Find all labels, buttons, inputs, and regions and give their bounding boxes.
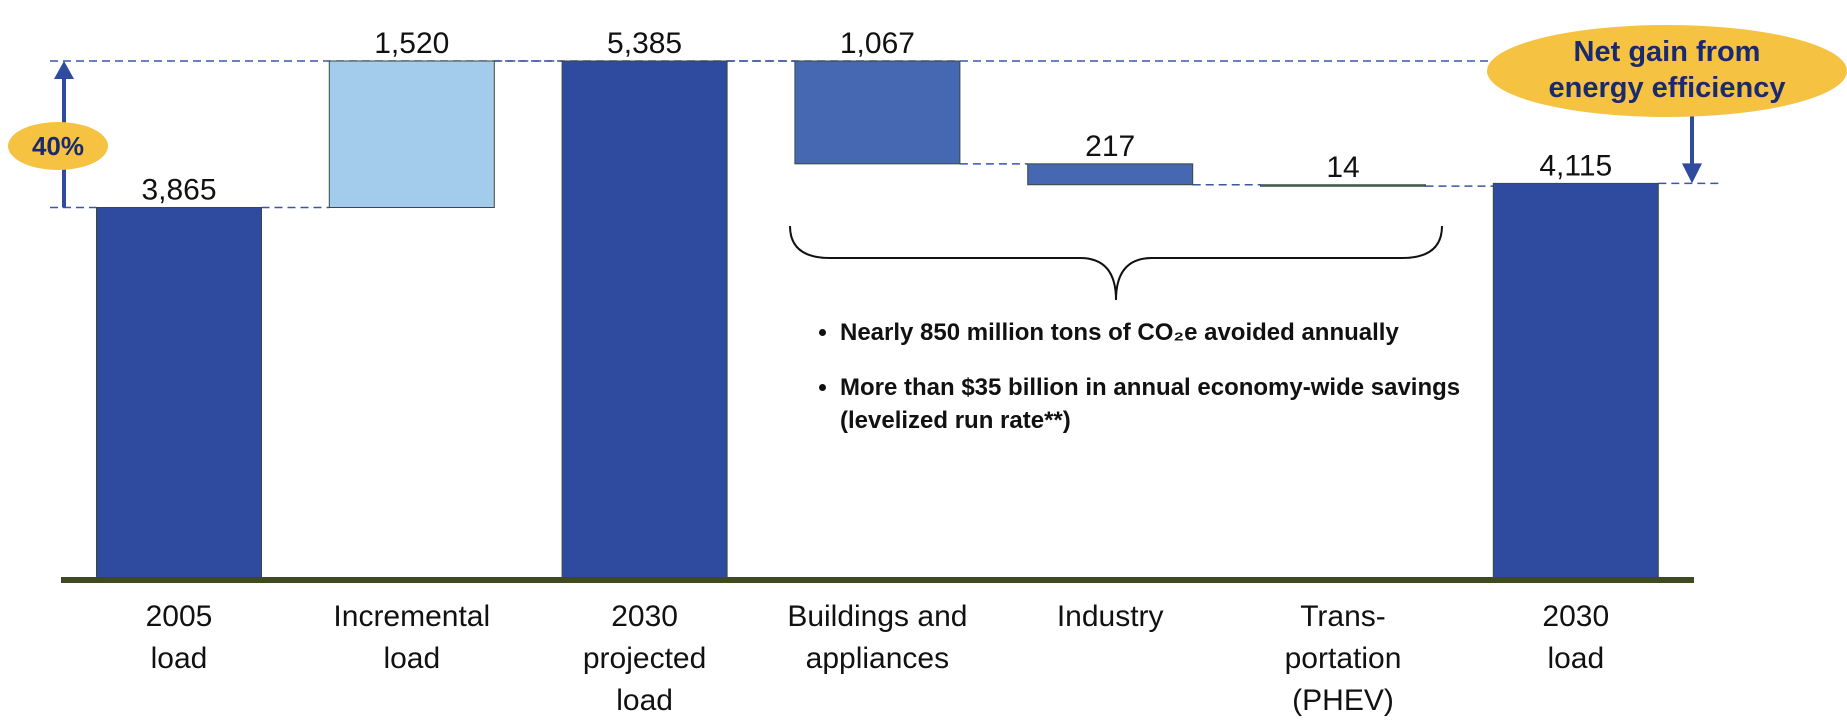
bar bbox=[328, 60, 495, 208]
x-tick-label: 2005 load bbox=[145, 600, 213, 675]
value-label: 217 bbox=[1085, 130, 1135, 163]
bullet: More than $35 billion in annual economy-… bbox=[840, 371, 1480, 437]
x-tick-label: 2030 load bbox=[1542, 600, 1610, 675]
value-label: 5,385 bbox=[607, 27, 682, 60]
x-tick-label: Incremental load bbox=[333, 600, 491, 675]
net-gain-label: Net gain from energy efficiency bbox=[1548, 36, 1786, 104]
value-label: 3,865 bbox=[141, 173, 216, 206]
x-tick-label: Industry bbox=[1056, 600, 1164, 633]
x-tick-label: Buildings and appliances bbox=[787, 600, 968, 675]
brace bbox=[789, 225, 1443, 301]
oval bbox=[8, 122, 108, 170]
bar bbox=[794, 60, 961, 165]
value-label: 14 bbox=[1326, 151, 1359, 184]
bullet: Nearly 850 million tons of CO₂e avoided … bbox=[840, 316, 1480, 349]
bar bbox=[1260, 184, 1426, 187]
bar bbox=[561, 60, 728, 581]
x-tick-label: 2030 projected load bbox=[582, 600, 707, 717]
gap-label: 40% bbox=[31, 131, 85, 161]
arrow-head bbox=[54, 61, 74, 79]
arrow-head bbox=[1682, 163, 1702, 184]
x-tick-label: Trans- portation (PHEV) bbox=[1284, 600, 1402, 717]
bar bbox=[1492, 182, 1659, 581]
bar bbox=[1027, 163, 1194, 186]
bar bbox=[96, 206, 262, 581]
bullet-list: Nearly 850 million tons of CO₂e avoided … bbox=[808, 316, 1480, 459]
value-label: 4,115 bbox=[1539, 149, 1612, 182]
value-label: 1,520 bbox=[374, 27, 449, 60]
value-label: 1,067 bbox=[840, 27, 915, 60]
oval bbox=[1487, 25, 1847, 117]
